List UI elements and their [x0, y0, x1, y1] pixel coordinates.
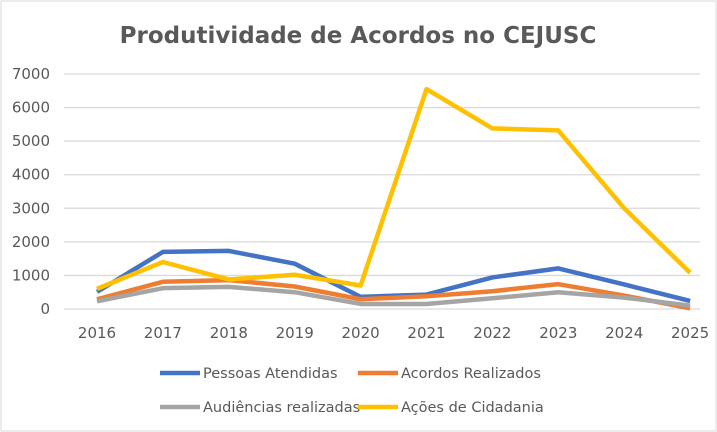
series-line-1	[96, 277, 691, 311]
x-tick-label: 2024	[605, 324, 643, 342]
x-tick-label: 2016	[78, 324, 116, 342]
chart-title: Produtividade de Acordos no CEJUSC	[120, 23, 597, 49]
x-tick-label: 2025	[671, 324, 709, 342]
y-tick-label: 3000	[12, 199, 50, 217]
x-tick-label: 2018	[210, 324, 248, 342]
y-tick-label: 0	[40, 300, 50, 318]
y-tick-label: 5000	[12, 132, 50, 150]
legend-label: Pessoas Atendidas	[203, 366, 338, 382]
series-line-2	[96, 284, 691, 308]
x-tick-label: 2021	[407, 324, 445, 342]
x-tick-label: 2022	[473, 324, 511, 342]
x-tick-label: 2017	[144, 324, 182, 342]
legend-label: Ações de Cidadania	[401, 400, 544, 416]
legend-label: Acordos Realizados	[401, 366, 541, 382]
y-tick-label: 1000	[12, 266, 50, 284]
y-tick-label: 2000	[12, 233, 50, 251]
y-tick-label: 4000	[12, 166, 50, 184]
x-tick-label: 2019	[276, 324, 314, 342]
y-tick-label: 7000	[12, 65, 50, 83]
x-tick-label: 2023	[539, 324, 577, 342]
legend-label: Audiências realizadas	[203, 400, 360, 416]
series-line-3	[96, 86, 692, 291]
y-tick-label: 6000	[12, 99, 50, 117]
x-tick-label: 2020	[342, 324, 380, 342]
